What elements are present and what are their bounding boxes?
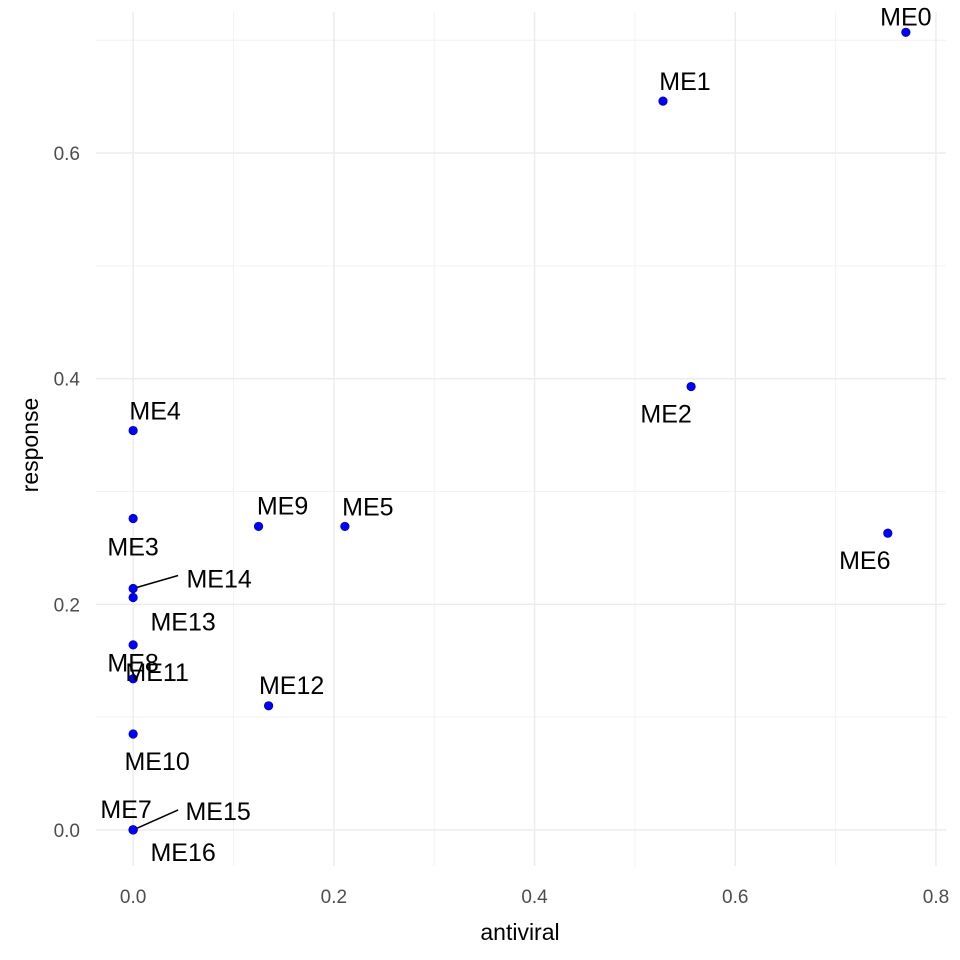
y-tick-label: 0.6 <box>54 144 80 165</box>
point-label-me5: ME5 <box>342 493 393 521</box>
point-me12 <box>264 701 274 711</box>
x-tick-label: 0.8 <box>923 887 949 908</box>
point-me0 <box>901 27 911 37</box>
y-tick-label: 0.4 <box>54 370 81 391</box>
point-me6 <box>883 528 893 538</box>
point-label-me11: ME11 <box>125 659 188 687</box>
data-points <box>128 27 911 835</box>
x-tick-label: 0.0 <box>120 887 146 908</box>
point-me1 <box>658 96 668 106</box>
point-label-me3: ME3 <box>107 534 158 562</box>
point-label-me7: ME7 <box>100 796 151 824</box>
point-me4 <box>128 425 138 436</box>
point-me8 <box>128 674 138 684</box>
point-me2 <box>686 381 696 392</box>
point-label-me15: ME15 <box>185 798 250 826</box>
point-label-me13: ME13 <box>150 609 215 637</box>
point-label-me0: ME0 <box>880 3 931 31</box>
y-axis-tick-labels: 0.0 0.2 0.4 0.6 <box>54 144 81 842</box>
point-label-me4: ME4 <box>129 398 181 426</box>
point-me3 <box>128 513 138 524</box>
x-tick-label: 0.6 <box>722 887 748 908</box>
point-labels: ME0 ME1 ME2 ME3 ME4 ME5 ME6 ME7 ME8 ME9 ME10 ME11 ME… <box>100 3 931 867</box>
x-axis-tick-labels: 0.0 0.2 0.4 0.6 0.8 <box>120 887 949 908</box>
point-me5 <box>340 521 350 532</box>
y-axis-title: response <box>17 398 43 493</box>
minor-gridlines <box>96 12 946 866</box>
point-label-me6: ME6 <box>839 547 890 575</box>
major-gridlines <box>96 12 946 866</box>
x-tick-label: 0.4 <box>521 887 548 908</box>
x-tick-label: 0.2 <box>321 887 347 908</box>
point-me11 <box>128 640 138 650</box>
point-label-me14: ME14 <box>186 565 251 593</box>
point-label-me1: ME1 <box>659 68 710 96</box>
leader-line-me15 <box>132 809 179 831</box>
point-label-me12: ME12 <box>259 672 324 700</box>
point-label-me9: ME9 <box>257 492 308 520</box>
point-me14 <box>128 583 138 594</box>
leader-line-me14 <box>132 574 179 590</box>
x-axis-title: antiviral <box>480 919 559 945</box>
point-me13 <box>128 592 138 603</box>
point-label-me10: ME10 <box>124 748 189 776</box>
point-label-me16: ME16 <box>150 839 215 867</box>
point-me10 <box>128 729 138 739</box>
y-tick-label: 0.2 <box>54 595 80 616</box>
point-me16 <box>128 825 138 835</box>
point-me9 <box>253 521 264 532</box>
point-label-me2: ME2 <box>640 401 691 429</box>
label-leader-lines <box>132 574 179 831</box>
point-label-me8: ME8 <box>107 650 158 678</box>
y-tick-label: 0.0 <box>54 821 80 842</box>
